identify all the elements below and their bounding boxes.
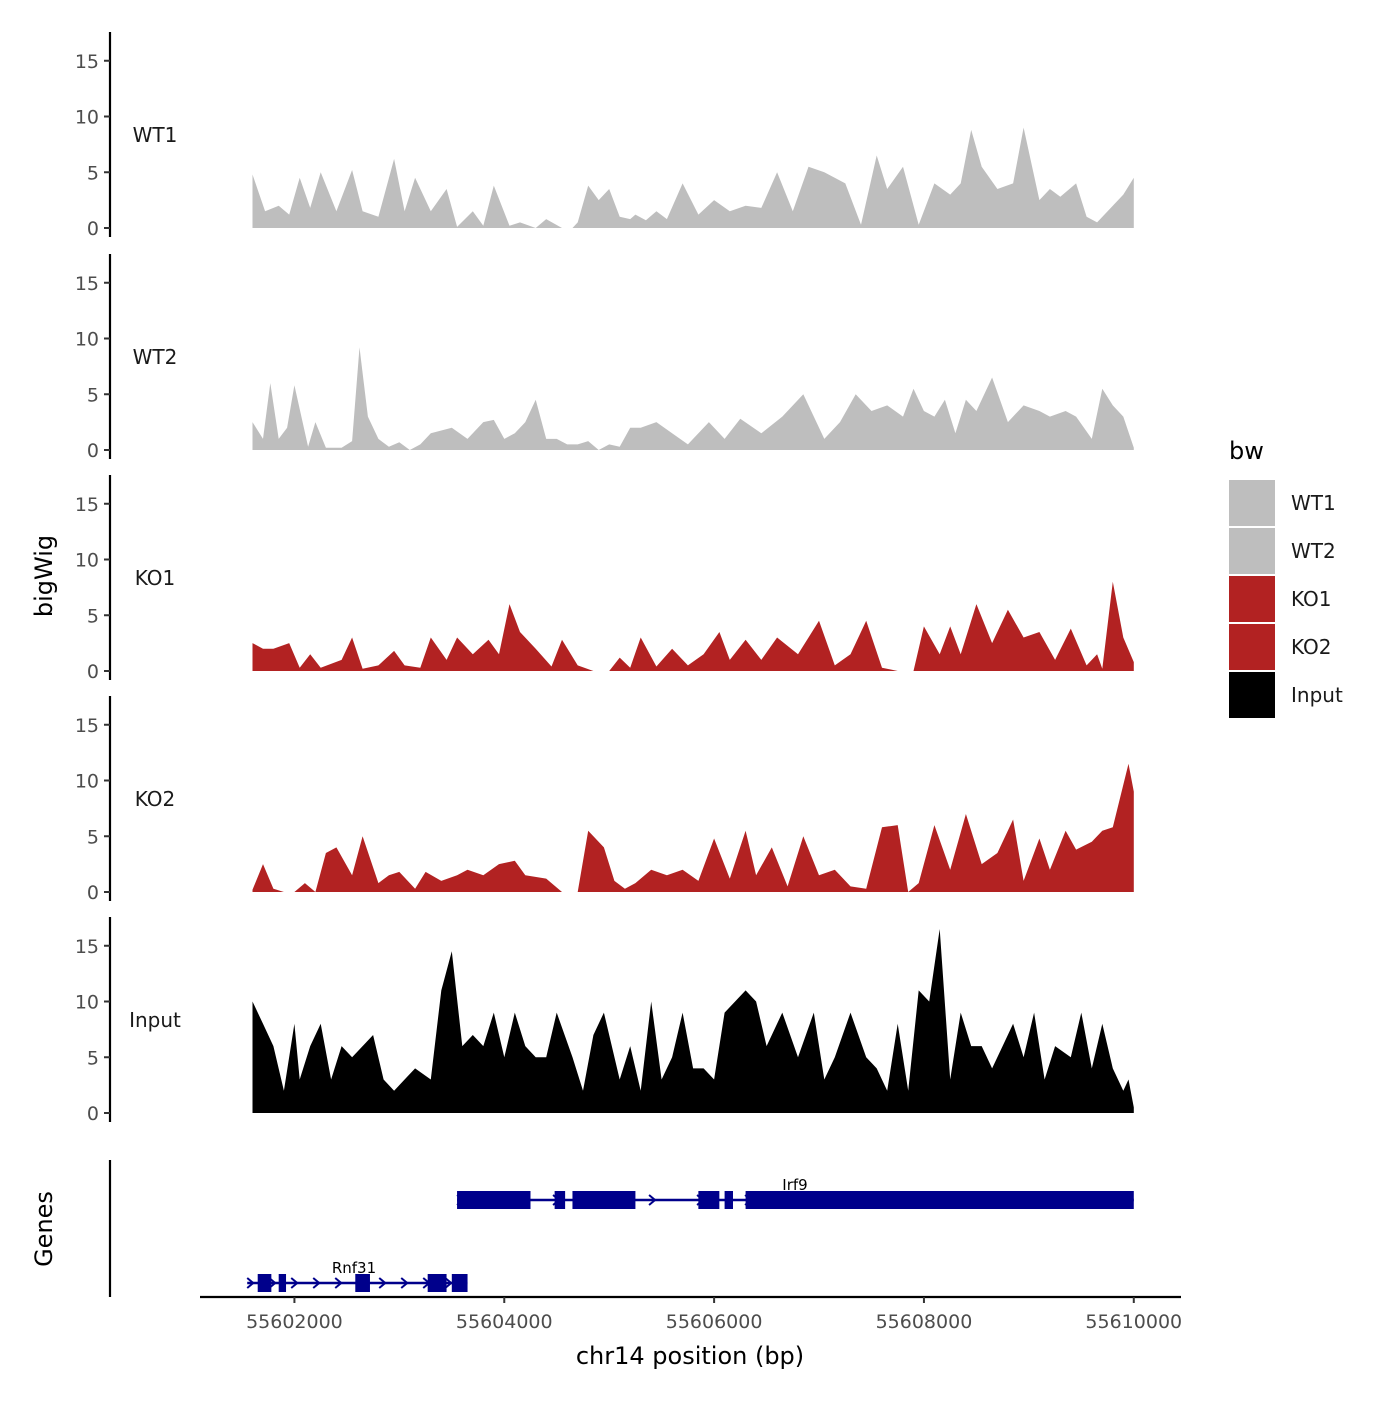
legend-title: bw — [1229, 437, 1264, 465]
y-tick-label-10: 10 — [75, 329, 99, 351]
track-panel-ko1: 0 5 10 15 KO1 — [75, 475, 1134, 683]
y-tick-label-5: 5 — [87, 384, 99, 406]
legend-key-wt2 — [1229, 528, 1275, 574]
legend-label-wt2: WT2 — [1291, 539, 1336, 563]
legend-key-ko1 — [1229, 576, 1275, 622]
exon-irf9-4 — [698, 1191, 720, 1209]
track-panel-input: 0 5 10 15 Input — [75, 917, 1134, 1125]
legend-item-wt2: WT2 — [1229, 528, 1336, 574]
exon-rnf31-3 — [355, 1274, 370, 1292]
legend: bw WT1 WT2 KO1 KO2 Input — [1229, 437, 1343, 718]
legend-item-wt1: WT1 — [1229, 480, 1336, 526]
legend-item-input: Input — [1229, 672, 1343, 718]
y-tick-label-15: 15 — [75, 715, 99, 737]
panel-label-ko1: KO1 — [135, 566, 176, 590]
y-tick-label-15: 15 — [75, 51, 99, 73]
y-tick-label-5: 5 — [87, 826, 99, 848]
legend-key-ko2 — [1229, 624, 1275, 670]
area-wt1 — [252, 127, 1134, 228]
track-panel-wt1: 0 5 10 15 WT1 — [75, 32, 1134, 240]
exon-rnf31-4 — [427, 1274, 447, 1292]
legend-label-ko1: KO1 — [1291, 587, 1332, 611]
y-tick-label-0: 0 — [87, 882, 99, 904]
x-axis-title: chr14 position (bp) — [576, 1342, 804, 1370]
area-ko1 — [252, 581, 1134, 671]
exon-irf9-3 — [572, 1191, 636, 1209]
x-axis: 55602000 55604000 55606000 55608000 55610000 — [200, 1295, 1182, 1333]
strand-chevron — [444, 1277, 453, 1289]
gene-rnf31: Rnf31 — [246, 1259, 468, 1292]
area-input — [252, 929, 1134, 1113]
legend-label-ko2: KO2 — [1291, 635, 1332, 659]
legend-label-input: Input — [1291, 683, 1343, 707]
exon-irf9-2 — [554, 1191, 566, 1209]
strand-chevron — [378, 1277, 387, 1289]
exon-rnf31-2 — [278, 1274, 287, 1292]
y-axis-title: bigWig — [30, 535, 58, 617]
track-panel-wt2: 0 5 10 15 WT2 — [75, 254, 1134, 462]
panel-label-wt1: WT1 — [133, 123, 178, 147]
strand-chevron — [648, 1194, 657, 1206]
y-tick-label-15: 15 — [75, 494, 99, 516]
y-tick-label-0: 0 — [87, 218, 99, 240]
panel-label-ko2: KO2 — [135, 787, 176, 811]
legend-item-ko1: KO1 — [1229, 576, 1332, 622]
area-ko2 — [252, 763, 1134, 892]
x-tick-label-55610000: 55610000 — [1085, 1311, 1182, 1333]
strand-chevron — [312, 1277, 321, 1289]
panel-label-wt2: WT2 — [133, 345, 178, 369]
legend-key-wt1 — [1229, 480, 1275, 526]
track-panel-ko2: 0 5 10 15 KO2 — [75, 696, 1134, 904]
panel-label-input: Input — [129, 1008, 181, 1032]
strand-chevron — [400, 1277, 409, 1289]
gene-label-rnf31: Rnf31 — [332, 1259, 376, 1277]
y-tick-label-0: 0 — [87, 1103, 99, 1125]
x-tick-label-55602000: 55602000 — [246, 1311, 343, 1333]
y-tick-label-10: 10 — [75, 992, 99, 1014]
y-tick-label-5: 5 — [87, 605, 99, 627]
strand-chevron — [246, 1277, 255, 1289]
x-tick-label-55608000: 55608000 — [876, 1311, 973, 1333]
strand-chevron — [334, 1277, 343, 1289]
exon-rnf31-5 — [451, 1274, 468, 1292]
legend-item-ko2: KO2 — [1229, 624, 1332, 670]
gene-irf9: Irf9 — [456, 1176, 1134, 1209]
strand-chevron — [290, 1277, 299, 1289]
y-tick-label-0: 0 — [87, 661, 99, 683]
area-wt2 — [252, 347, 1134, 450]
y-tick-label-5: 5 — [87, 162, 99, 184]
gene-label-irf9: Irf9 — [782, 1176, 807, 1194]
exon-irf9-5 — [724, 1191, 733, 1209]
x-tick-label-55604000: 55604000 — [456, 1311, 553, 1333]
exon-rnf31-1 — [257, 1274, 272, 1292]
genes-axis-title: Genes — [30, 1191, 58, 1267]
x-tick-label-55606000: 55606000 — [666, 1311, 763, 1333]
legend-label-wt1: WT1 — [1291, 491, 1336, 515]
exon-irf9-6 — [745, 1191, 1134, 1209]
legend-items: WT1 WT2 KO1 KO2 Input — [1229, 480, 1343, 718]
y-tick-label-10: 10 — [75, 550, 99, 572]
legend-key-input — [1229, 672, 1275, 718]
track-panels: 0 5 10 15 WT1 0 5 10 15 WT2 0 5 10 15 KO1 0 5 10 15 KO2 0 5 10… — [75, 32, 1134, 1125]
y-tick-label-10: 10 — [75, 771, 99, 793]
y-tick-label-15: 15 — [75, 273, 99, 295]
y-tick-label-10: 10 — [75, 107, 99, 129]
y-tick-label-15: 15 — [75, 936, 99, 958]
exon-irf9-1 — [457, 1191, 531, 1209]
y-tick-label-0: 0 — [87, 440, 99, 462]
genes-panel: Irf9 Rnf31 — [108, 1160, 1134, 1297]
y-tick-label-5: 5 — [87, 1047, 99, 1069]
